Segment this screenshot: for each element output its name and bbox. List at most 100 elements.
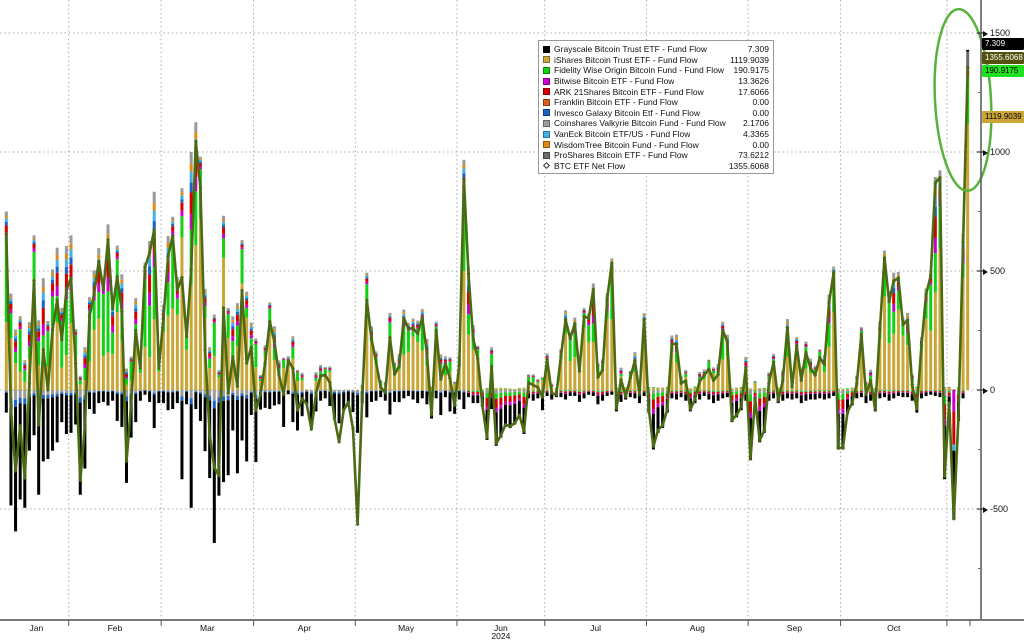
flow-bar-segment [804, 392, 807, 394]
flow-bar-segment [583, 309, 586, 310]
flow-bar-segment [772, 356, 775, 357]
flow-bar-segment [5, 215, 8, 218]
flow-bar-segment [245, 292, 248, 294]
flow-bar-segment [772, 358, 775, 359]
flow-bar-segment [657, 390, 660, 393]
flow-bar-segment [476, 346, 479, 347]
flow-bar-segment [652, 387, 655, 388]
flow-bar-segment [583, 311, 586, 312]
flow-bar-segment [698, 391, 701, 392]
black-series-swatch-icon [543, 46, 550, 53]
flow-bar-segment [758, 407, 761, 411]
flow-bar-segment [698, 374, 701, 375]
flow-bar-segment [412, 391, 415, 399]
flow-bar-segment [51, 280, 54, 284]
flow-bar-segment [375, 390, 378, 391]
flow-bar-segment [208, 349, 211, 350]
flow-bar-segment [222, 221, 225, 224]
flow-bar-segment [652, 390, 655, 394]
flow-bar-segment [338, 392, 341, 394]
flow-bar-segment [513, 401, 516, 404]
flow-bar-segment [717, 394, 720, 400]
flow-bar-segment [578, 391, 581, 392]
flow-bar-segment [402, 355, 405, 390]
flow-bar-segment [217, 370, 220, 371]
flow-bar-segment [254, 344, 257, 367]
flow-bar-segment [532, 393, 535, 394]
flow-bar-segment [171, 219, 174, 221]
flow-bar-segment [462, 271, 465, 390]
flow-bar-segment [795, 390, 798, 391]
flow-bar-segment [569, 392, 572, 396]
flow-bar-segment [449, 358, 452, 359]
legend-series-name: Franklin Bitcoin ETF - Fund Flow [554, 97, 678, 107]
flow-bar-segment [370, 391, 373, 401]
flow-bar-segment [504, 396, 507, 402]
flow-bar-segment [467, 393, 470, 397]
flow-bar-segment [65, 246, 68, 254]
flow-bar-segment [97, 292, 100, 318]
flow-bar-segment [435, 391, 438, 398]
flow-bar-segment [467, 391, 470, 392]
flow-bar-segment [800, 391, 803, 392]
flow-bar-segment [342, 390, 345, 391]
flow-bar-segment [587, 392, 590, 395]
flow-bar-segment [772, 355, 775, 356]
flow-bar-segment [287, 391, 290, 395]
green-series-swatch-icon [543, 67, 550, 74]
flow-bar-segment [564, 310, 567, 312]
flow-bar-segment [46, 322, 49, 323]
flow-bar-segment [721, 324, 724, 325]
flow-bar-segment [906, 392, 909, 393]
flow-bar-segment [9, 299, 12, 302]
legend-series-value: 73.6212 [732, 150, 769, 160]
flow-bar-segment [920, 391, 923, 392]
flow-bar-segment [356, 395, 359, 433]
magenta-series-swatch-icon [543, 78, 550, 85]
flow-bar-segment [254, 341, 257, 343]
flow-bar-segment [314, 373, 317, 374]
flow-bar-segment [33, 238, 36, 240]
flow-bar-segment [823, 390, 826, 391]
flow-bar-segment [37, 331, 40, 337]
flow-bar-segment [888, 391, 891, 392]
flow-bar-segment [897, 391, 900, 392]
flow-bar-segment [449, 361, 452, 362]
flow-bar-segment [670, 337, 673, 338]
flow-bar-segment [509, 389, 512, 390]
flow-bar-segment [111, 316, 114, 326]
flow-bar-segment [721, 359, 724, 390]
flow-bar-segment [786, 322, 789, 324]
flow-bar-segment [46, 329, 49, 331]
flow-bar-segment [804, 394, 807, 400]
flow-bar-segment [758, 393, 761, 398]
legend-row-green[interactable]: Fidelity Wise Origin Bitcoin Fund - Fund… [543, 65, 769, 76]
flow-bar-segment [657, 397, 660, 404]
flow-bar-segment [472, 395, 475, 403]
legend-series-value: 0.00 [746, 140, 769, 150]
legend-row-gray[interactable]: Coinshares Valkyrie Bitcoin Fund - Fund … [543, 118, 769, 129]
flow-bar-segment [610, 392, 613, 395]
flow-bar-segment [227, 309, 230, 310]
flow-bar-segment [416, 323, 419, 324]
flow-bar-segment [546, 390, 549, 391]
flow-bar-segment [190, 171, 193, 182]
flow-bar-segment [314, 374, 317, 375]
flow-bar-segment [633, 390, 636, 391]
flow-bar-segment [291, 392, 294, 394]
flow-bar-segment [388, 317, 391, 318]
flow-bar-segment [51, 397, 54, 450]
flow-bar-segment [435, 322, 438, 323]
flow-bar-segment [712, 369, 715, 370]
